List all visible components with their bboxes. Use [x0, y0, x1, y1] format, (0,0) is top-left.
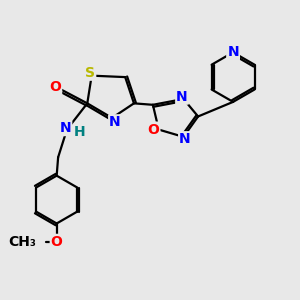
- Text: N: N: [176, 90, 188, 104]
- Text: N: N: [60, 121, 71, 135]
- Text: N: N: [109, 115, 121, 129]
- Text: S: S: [85, 66, 95, 80]
- Text: H: H: [73, 125, 85, 139]
- Text: N: N: [179, 132, 191, 146]
- Text: O: O: [49, 80, 61, 94]
- Text: N: N: [227, 45, 239, 59]
- Text: O: O: [148, 123, 159, 136]
- Text: CH₃: CH₃: [8, 235, 36, 249]
- Text: O: O: [51, 235, 63, 249]
